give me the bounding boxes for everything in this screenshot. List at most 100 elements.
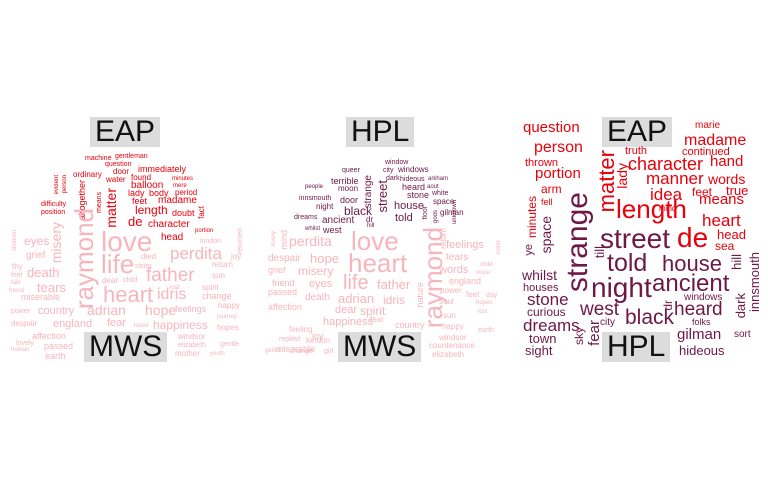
mws-word: countenance [429,341,475,350]
mws-word: england [53,318,93,330]
mws-word: adrian [87,302,126,318]
hpl-word: dr [661,300,675,311]
eap-word: matter [103,188,119,228]
mws-word: affection [268,302,302,312]
mws-word: child [123,277,138,284]
mws-word: hopes [476,300,493,306]
mws-word: elizabeth [432,350,465,359]
hpl-word: space [538,216,554,254]
hpl-word: folks [692,317,711,327]
mws-word: earth [478,327,494,334]
mws-word: passed [268,287,298,297]
mws-word: dear [102,276,119,285]
mws-word: elizabeth [178,342,207,349]
hpl-word: innsmouth [299,195,332,202]
eap-word: period [175,188,198,197]
hpl-word: ancient [322,215,355,226]
hpl-word: street [600,223,671,254]
eap-word: feet [132,196,148,206]
eap-word: madame [158,195,197,206]
mws-word: feelings [175,304,207,314]
mws-word: misery [298,264,334,278]
mws-word: power [11,308,31,315]
hpl-word: curious [527,305,566,319]
mws-word: dear [335,304,358,316]
mws-word: sun [443,311,456,320]
mws-word: joy [231,252,242,261]
hpl-word: street [375,180,390,213]
hpl-word: window [385,159,409,166]
mws-word: fear [107,317,126,329]
eap-word: length [135,203,168,217]
eap-word: length [616,194,687,224]
mws-word: friend [9,288,25,294]
mws-word: tears [37,280,66,295]
hpl-word: sight [525,343,553,358]
mws-word: hope [310,251,339,266]
hpl-word: space [433,197,455,206]
eap-word: portion [195,228,214,234]
eap-word: fact [197,206,206,219]
eap-word: head [717,227,746,242]
mws-word: thy [12,262,23,271]
hpl-word: unknown [452,200,458,225]
hpl-word: aout [427,184,439,190]
eap-word: words [708,171,746,187]
eap-word: truth [625,145,648,157]
mws-word: spirit [202,283,219,292]
mws-word: joy [312,331,324,341]
eap-word: hand [710,153,744,170]
mws-word: happiness [323,316,374,328]
hpl-word: windows [398,165,429,174]
hpl-word: houses [523,282,559,294]
mws-word: father [146,265,195,286]
mws-word: happy [442,322,464,331]
mws-word: feel [11,272,23,279]
mws-word: adrian [338,291,375,306]
mws-word: journey [217,314,237,320]
hpl-word: queer [342,167,360,174]
eap-word: person [62,175,68,194]
eap-word: de [128,214,143,229]
hpl-word: white [432,190,449,197]
eap-word: sea [715,239,735,253]
eap-word: ordinary [73,170,102,179]
hpl-word: sky [572,327,586,345]
eap-word: gentleman [115,153,148,160]
mws-word: idris [157,286,187,303]
mws-word: tale [11,280,21,286]
mws-word: affection [32,331,66,341]
mws-word: london [200,238,222,245]
hpl-word: gilman [677,326,722,343]
eap-word: mind [659,204,677,213]
hpl-word: stone [407,190,430,200]
hpl-word: dr [366,215,374,224]
mws-word: power [440,286,462,295]
mws-word: gentle [220,341,240,348]
eap-word: evident [54,175,60,195]
mws-word: hopes [217,323,239,332]
mws-word: country [38,305,75,317]
eap-word: machine [85,155,112,162]
eap-word: balloon [131,180,164,191]
hpl-word: dark [733,293,748,319]
hpl-word: hideous [400,176,425,183]
eap-word: mere [173,183,187,189]
mws-word: friend [272,278,295,288]
eap-word: heart [702,211,741,230]
mws-word: feelings [446,239,484,251]
mws-word: returned [237,228,244,255]
mws-word: sister [496,240,502,255]
hpl-word: told [395,212,413,224]
hpl-word: west [580,299,620,320]
eap-word: lady [128,188,145,198]
top-author-label: EAP [90,117,161,147]
mws-word: father [377,277,411,292]
mws-word: fear [370,315,384,324]
hpl-word: till [592,246,607,259]
eap-word: question [105,161,132,168]
mws-word: replied [279,336,301,343]
hpl-word: house [394,200,424,212]
mws-word: happy [218,301,240,310]
mws-word: return [439,228,448,249]
